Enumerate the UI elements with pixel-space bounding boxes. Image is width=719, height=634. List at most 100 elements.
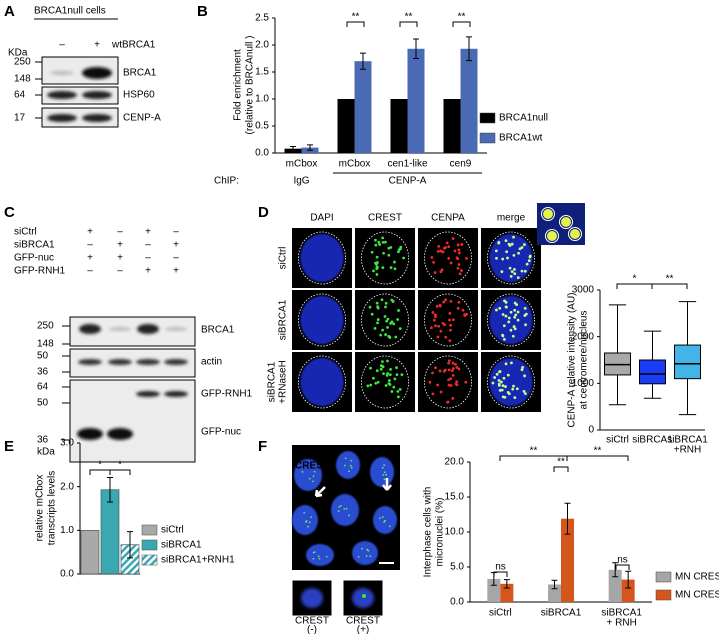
centromere-dot xyxy=(386,372,390,375)
lane-sign: + xyxy=(94,40,100,51)
bar xyxy=(80,530,100,575)
centromere-dot xyxy=(513,301,517,305)
band xyxy=(108,359,132,365)
mw-marker: 64 xyxy=(37,382,49,393)
legend-label: siBRCA1+RNH1 xyxy=(161,555,235,566)
centromere-dot xyxy=(314,466,316,469)
centromere-dot xyxy=(350,466,353,469)
centromere-dot xyxy=(343,464,346,467)
centromere-dot xyxy=(449,377,453,381)
centromere-dot xyxy=(443,368,447,372)
centromere-dot xyxy=(504,300,508,304)
row-label: siBRCA1 xyxy=(267,361,278,402)
centromere-dot xyxy=(501,395,505,399)
panel-label: D xyxy=(258,204,269,221)
significance: * xyxy=(633,274,637,285)
mw-marker: 17 xyxy=(14,113,26,124)
y-tick-label: 1.0 xyxy=(255,94,269,105)
centromere-dot xyxy=(510,270,514,274)
box xyxy=(639,359,666,385)
legend-label: BRCA1null xyxy=(499,113,548,124)
centromere-dot xyxy=(312,475,315,478)
sign: + xyxy=(145,227,151,238)
micrograph-bg xyxy=(355,352,415,412)
centromere-dot xyxy=(384,301,388,305)
centromere-dot xyxy=(397,248,401,252)
centromere-dot xyxy=(465,256,468,260)
centromere-dot xyxy=(511,387,515,391)
centromere-dot xyxy=(370,250,374,254)
centromere-dot xyxy=(518,247,522,251)
nucleus-outline xyxy=(423,355,472,409)
centromere-dot xyxy=(379,364,383,368)
centromere-dot xyxy=(520,269,524,273)
bar xyxy=(460,48,478,153)
nucleus-outline xyxy=(423,231,472,285)
inset-label: CREST xyxy=(346,616,380,627)
significance: ** xyxy=(530,446,538,457)
y-tick-label: 0 xyxy=(588,425,594,436)
centromere-dot xyxy=(457,300,461,304)
centromere-dot xyxy=(375,369,379,373)
band xyxy=(82,67,112,79)
centromere-dot xyxy=(502,376,506,380)
centromere-dot xyxy=(399,245,403,249)
y-tick-label: 2.5 xyxy=(255,13,269,24)
centromere-dot xyxy=(491,381,495,385)
x-tick-label: +RNH xyxy=(674,445,702,456)
centromere-dot xyxy=(369,383,373,387)
centromere-dot xyxy=(498,306,502,310)
centromere-dot xyxy=(444,335,448,339)
centromere-dot xyxy=(511,334,515,338)
band xyxy=(50,71,74,75)
micrograph xyxy=(418,352,478,412)
x-tick-label: siBRCA1 xyxy=(667,435,708,446)
sign: + xyxy=(87,253,93,264)
centromere-dot xyxy=(380,360,384,364)
kda-label: KDa xyxy=(8,48,28,59)
centromere-dot xyxy=(508,266,512,270)
centromere-dot xyxy=(446,400,450,404)
sign: – xyxy=(117,266,123,277)
inset-ring xyxy=(541,207,555,221)
legend-label: MN CREST - xyxy=(675,590,719,601)
centromere-dot xyxy=(376,306,380,310)
centromere-dot xyxy=(451,237,455,240)
error-bar xyxy=(413,38,419,59)
centromere-dot xyxy=(377,240,381,244)
crest-spot xyxy=(362,594,366,598)
centromere-dot xyxy=(449,384,453,387)
centromere-dot xyxy=(381,328,385,332)
centromere-dot xyxy=(528,254,532,258)
centromere-dot xyxy=(428,380,432,384)
nucleus-outline xyxy=(297,293,346,347)
row-label: siBRCA1 xyxy=(14,240,55,251)
centromere-dot xyxy=(447,361,450,365)
centromere-dot xyxy=(384,240,387,244)
centromere-dot xyxy=(376,318,380,321)
legend-label: BRCA1wt xyxy=(499,133,543,144)
y-tick-label: 3000 xyxy=(572,285,595,296)
centromere-dot xyxy=(432,261,435,264)
centromere-dot xyxy=(458,272,462,276)
centromere-dot xyxy=(504,239,508,243)
y-axis-label: CENP-A relative intensity (AU) xyxy=(567,292,578,427)
centromere-dot xyxy=(447,378,451,382)
y-tick-label: 3.0 xyxy=(60,438,74,449)
centromere-dot xyxy=(513,272,517,276)
centromere-dot xyxy=(396,395,400,399)
centromere-dot xyxy=(450,369,454,373)
nucleus-outline xyxy=(486,231,535,285)
centromere-dot xyxy=(502,337,506,341)
centromere-dot xyxy=(396,250,400,254)
y-tick-label: 2.0 xyxy=(60,481,74,492)
overlay-label: CREST xyxy=(295,461,329,472)
micrograph-bg xyxy=(418,290,478,350)
legend-swatch xyxy=(655,571,672,583)
row-label: +RNaseH xyxy=(278,360,289,404)
centromere-dot xyxy=(369,555,372,558)
y-tick-label: 1.0 xyxy=(60,525,74,536)
centromere-dot xyxy=(374,381,378,385)
centromere-dot xyxy=(385,473,388,476)
inset-spot xyxy=(570,229,580,239)
